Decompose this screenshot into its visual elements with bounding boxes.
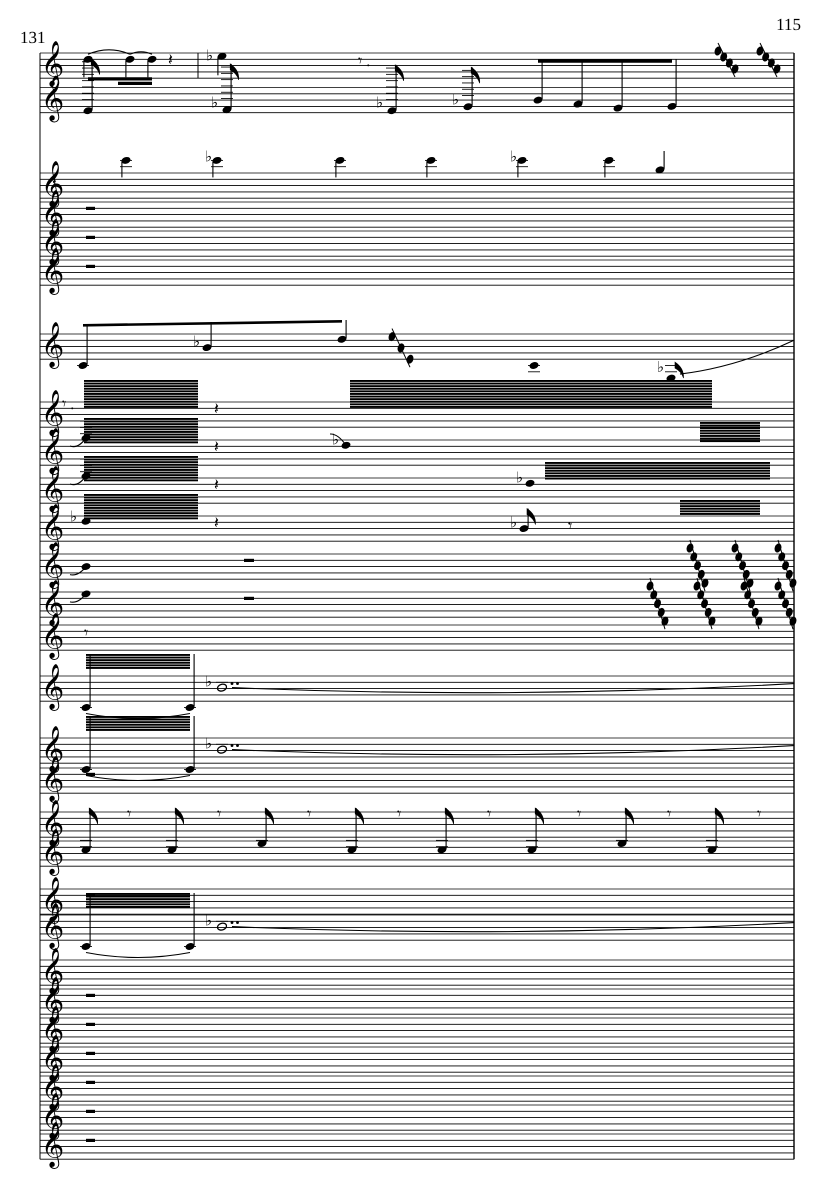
svg-text:𝄞: 𝄞 <box>41 322 64 370</box>
svg-text:𝄞: 𝄞 <box>41 829 64 877</box>
svg-text:𝄾: 𝄾 <box>757 806 761 823</box>
svg-text:𝄾: 𝄾 <box>487 806 491 823</box>
svg-text:♭: ♭ <box>205 675 212 691</box>
svg-text:♭: ♭ <box>452 93 459 109</box>
svg-text:𝄾: 𝄾 <box>127 806 131 823</box>
svg-text:𝄞: 𝄞 <box>41 903 64 951</box>
svg-text:♭: ♭ <box>516 470 523 486</box>
svg-text:♭: ♭ <box>376 96 383 112</box>
svg-text:𝄾: 𝄾 <box>84 625 88 642</box>
svg-text:𝄞: 𝄞 <box>41 613 64 661</box>
svg-text:𝄽: 𝄽 <box>214 515 219 532</box>
svg-text:𝄞: 𝄞 <box>41 1122 64 1170</box>
svg-text:𝄽: 𝄽 <box>168 52 173 69</box>
svg-text:𝄾: 𝄾 <box>307 806 311 823</box>
svg-text:𝄾: 𝄾 <box>397 806 401 823</box>
svg-text:𝄞: 𝄞 <box>41 75 64 123</box>
svg-text:𝄾 .: 𝄾 . <box>358 53 370 70</box>
svg-text:𝄞: 𝄞 <box>41 756 64 804</box>
svg-text:♭: ♭ <box>657 360 664 376</box>
svg-text:♭: ♭ <box>70 509 77 525</box>
svg-text:♭: ♭ <box>193 335 200 351</box>
svg-text:♭: ♭ <box>510 149 517 165</box>
svg-text:𝄽: 𝄽 <box>214 401 219 418</box>
svg-text:♭: ♭ <box>205 737 212 753</box>
svg-text:♭: ♭ <box>205 149 212 165</box>
svg-text:𝄾: 𝄾 <box>568 518 572 535</box>
svg-text:♭: ♭ <box>206 48 213 64</box>
svg-text:115: 115 <box>776 15 801 34</box>
svg-text:𝄾: 𝄾 <box>217 806 221 823</box>
svg-text:𝄽: 𝄽 <box>52 172 57 189</box>
svg-text:𝄞: 𝄞 <box>41 248 64 296</box>
svg-text:𝄞: 𝄞 <box>41 664 64 712</box>
svg-text:𝄾: 𝄾 <box>667 806 671 823</box>
svg-text:♭: ♭ <box>211 96 218 112</box>
svg-text:♭: ♭ <box>205 914 212 930</box>
svg-text:𝄾 .: 𝄾 . <box>62 396 74 413</box>
svg-text:♭: ♭ <box>510 516 517 532</box>
svg-text:𝄾: 𝄾 <box>577 806 581 823</box>
svg-text:𝄽: 𝄽 <box>214 439 219 456</box>
svg-text:𝄽: 𝄽 <box>214 477 219 494</box>
